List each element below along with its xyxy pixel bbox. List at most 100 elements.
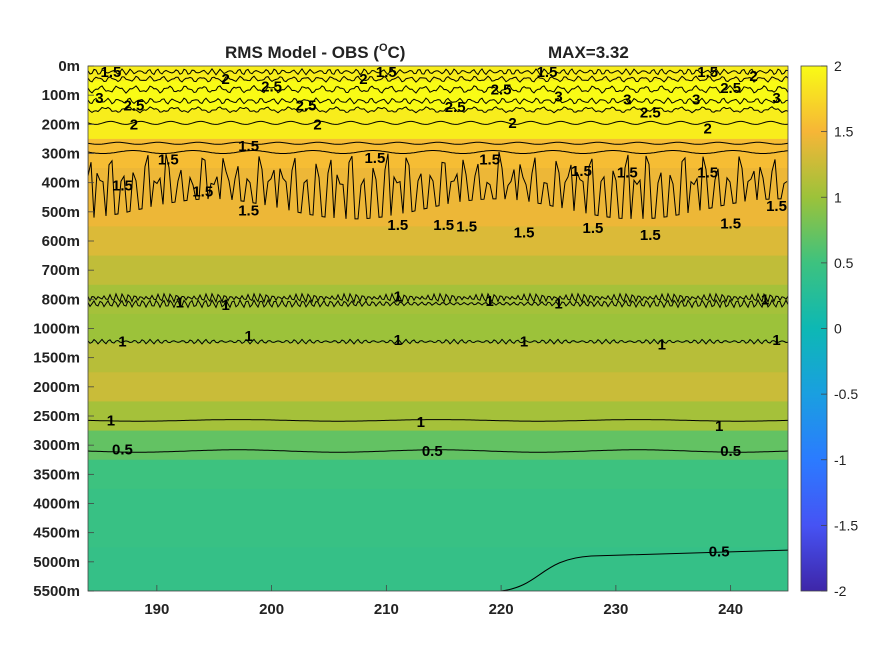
y-tick-label: 3000m <box>33 437 80 454</box>
x-tick-label: 220 <box>489 601 514 618</box>
contour-label: 2.5 <box>720 80 741 97</box>
contour-label: 0.5 <box>720 443 741 460</box>
y-tick-label: 5000m <box>33 554 80 571</box>
y-tick-label: 3500m <box>33 466 80 483</box>
y-tick-label: 5500m <box>33 583 80 600</box>
contour-line <box>88 338 788 345</box>
contour-label: 1.5 <box>112 178 133 195</box>
contour-label: 1.5 <box>433 217 454 234</box>
contour-label: 1 <box>118 334 126 351</box>
contour-label: 1 <box>244 328 252 345</box>
x-tick-label: 190 <box>144 601 169 618</box>
heatmap-band <box>88 226 788 257</box>
heatmap-bands <box>88 66 788 591</box>
colorbar-tick-label: -0.5 <box>834 386 858 402</box>
contour-label: 1 <box>485 293 493 310</box>
contour-label: 0.5 <box>422 443 443 460</box>
contour-label: 3 <box>554 89 562 106</box>
contour-label: 0.5 <box>112 442 133 459</box>
x-tick-label: 200 <box>259 601 284 618</box>
contour-label: 1.5 <box>697 164 718 181</box>
contour-line <box>88 419 788 422</box>
contour-label: 2 <box>749 68 757 85</box>
contour-label: 2.5 <box>445 99 466 116</box>
contour-label: 2 <box>704 121 712 138</box>
contour-label: 2 <box>508 115 516 132</box>
colorbar-tick-label: 0.5 <box>834 255 854 271</box>
contour-label: 3 <box>623 92 631 109</box>
colorbar-tick-label: 0 <box>834 321 842 337</box>
contour-label: 2.5 <box>296 97 317 114</box>
contour-line <box>88 120 788 125</box>
contour-line <box>88 141 788 145</box>
contour-lines <box>88 68 788 591</box>
y-tick-label: 1000m <box>33 321 80 338</box>
contour-label: 2.5 <box>123 97 144 114</box>
contour-line <box>88 292 788 304</box>
heatmap-band <box>88 80 788 111</box>
contour-label: 1.5 <box>766 198 787 215</box>
contour-line <box>88 150 788 154</box>
colorbar-ticks: 2 1.5 1 0.5 0 -0.5 -1 -1.5 -2 <box>821 58 858 599</box>
contour-label: 1.5 <box>158 151 179 168</box>
max-label: MAX=3.32 <box>548 43 629 62</box>
contour-label: 2.5 <box>261 78 282 95</box>
heatmap-band <box>88 255 788 286</box>
contour-label: 3 <box>772 90 780 107</box>
contour-line <box>88 84 788 94</box>
heatmap-band <box>88 430 788 461</box>
x-tick-label: 230 <box>603 601 628 618</box>
contour-label: 1.5 <box>456 218 477 235</box>
heatmap-band <box>88 313 788 344</box>
contour-line <box>88 68 788 76</box>
colorbar-tick-label: 1.5 <box>834 124 854 140</box>
contour-label: 1 <box>222 297 230 314</box>
y-tick-label: 200m <box>42 116 80 133</box>
contour-label: 1.5 <box>479 151 500 168</box>
contour-label: 1.5 <box>582 220 603 237</box>
y-tick-label: 4000m <box>33 496 80 513</box>
heatmap-band <box>88 459 788 490</box>
y-tick-label: 1500m <box>33 350 80 367</box>
contour-label: 1.5 <box>101 64 122 81</box>
chart-title: RMS Model - OBS (OC) <box>225 42 405 62</box>
contour-label: 1.5 <box>617 164 638 181</box>
contour-label: 2 <box>130 116 138 133</box>
y-tick-label: 300m <box>42 146 80 163</box>
heatmap-band <box>88 66 788 82</box>
contour-label: 1 <box>520 334 528 351</box>
heatmap-band <box>88 401 788 432</box>
y-tick-label: 800m <box>42 291 80 308</box>
heatmap-band <box>88 518 788 548</box>
contour-line <box>88 75 788 83</box>
contour-label: 1.5 <box>720 216 741 233</box>
heatmap-band <box>88 168 788 198</box>
x-axis: 190 200 210 220 230 240 <box>144 585 743 618</box>
y-tick-label: 700m <box>42 262 80 279</box>
heatmap-band <box>88 197 788 227</box>
contour-label: 1 <box>107 412 115 429</box>
contour-label: 1 <box>394 332 402 349</box>
heatmap-band <box>88 109 788 140</box>
contour-line <box>88 151 788 220</box>
y-tick-label: 600m <box>42 233 80 250</box>
contour-label: 0.5 <box>709 544 730 561</box>
y-tick-label: 500m <box>42 204 80 221</box>
contour-label: 2 <box>222 71 230 88</box>
contour-label: 1 <box>417 414 425 431</box>
contour-label: 1.5 <box>238 202 259 219</box>
contour-label: 1 <box>394 288 402 305</box>
x-tick-label: 210 <box>374 601 399 618</box>
contour-label: 1.5 <box>387 217 408 234</box>
contour-label: 2 <box>359 71 367 88</box>
contour-line <box>501 549 788 591</box>
contour-label: 1.5 <box>238 138 259 155</box>
contour-line <box>88 97 788 105</box>
contour-label: 1 <box>772 332 780 349</box>
contour-label: 2.5 <box>491 81 512 98</box>
contour-label: 1 <box>715 418 723 435</box>
contour-label: 1.5 <box>537 64 558 81</box>
contour-label: 2.5 <box>640 105 661 122</box>
contour-labels: 1.5 2 1.52 1.5 1.5 22.5 2.5 2.53 2.5 2.5 2.53 32.53… <box>95 64 787 561</box>
